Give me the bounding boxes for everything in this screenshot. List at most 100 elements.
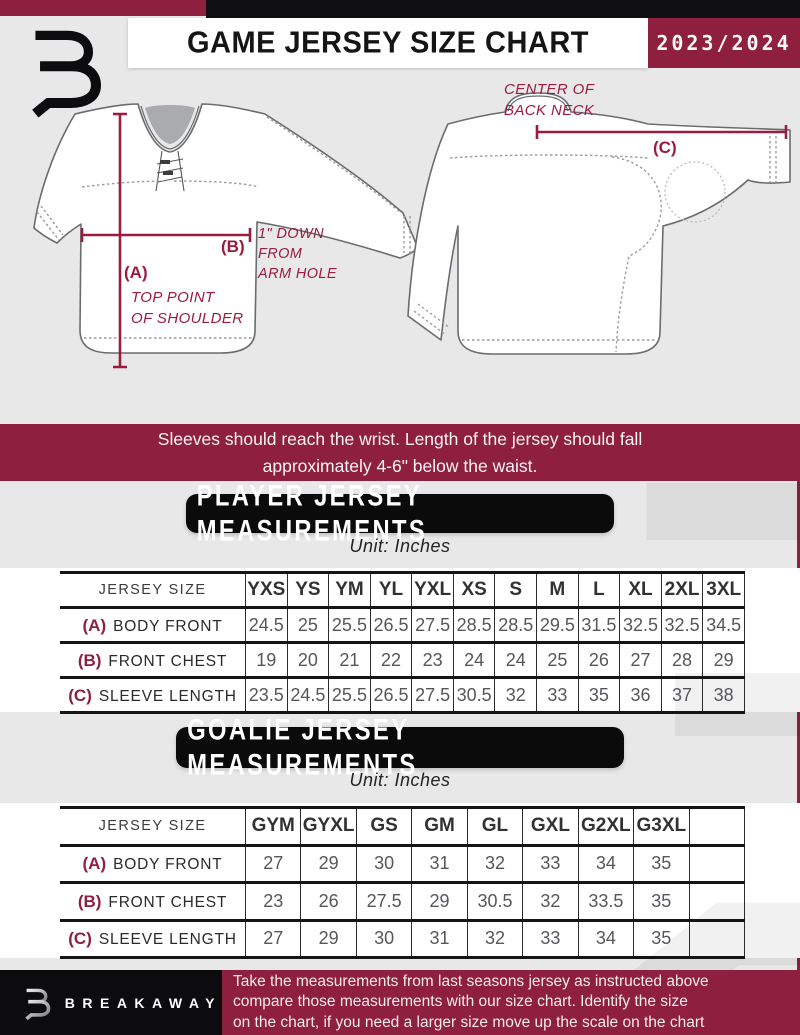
row-name: BODY FRONT [113,856,223,874]
player-size-table: JERSEY SIZE YXS YS YM YL YXL XS S M L XL 2XL 3XL (A) B… [60,571,745,714]
value-cell: 31 [411,845,468,883]
top-black-bar [206,0,800,18]
value-cell: 36 [619,677,662,713]
value-cell: 32 [522,882,579,920]
season-badge: 2023/2024 [648,18,800,68]
season-label: 2023/2024 [656,31,792,55]
value-cell: 25.5 [328,677,371,713]
value-cell: 29 [411,882,468,920]
row-key: (B) [77,891,102,911]
goalie-size-table: JERSEY SIZE GYM GYXL GS GM GL GXL G2XL G3XL (A) BO… [60,806,745,959]
value-cell [688,920,745,958]
value-cell: 28.5 [494,607,537,643]
top-maroon-bar [0,0,206,16]
value-cell: 27 [244,920,301,958]
size-header [688,807,745,845]
size-header: GL [466,807,523,845]
value-cell: 33 [522,845,579,883]
row-label: (B) FRONT CHEST [60,883,246,921]
size-header: S [494,572,537,608]
value-cell: 25 [286,607,329,643]
size-header: M [536,572,579,608]
row-key: (A) [82,615,107,635]
size-header: GM [411,807,468,845]
row-key: (C) [68,929,92,949]
row-label: (A) BODY FRONT [60,608,246,643]
value-cell [688,845,745,883]
value-cell: 27.5 [411,677,454,713]
value-cell: 19 [245,642,288,678]
measure-label-b: (B) [221,237,245,256]
measure-label-a: (A) [124,263,148,282]
table-row: (C) SLEEVE LENGTH 23.5 24.5 25.5 26.5 27.5 30.5… [60,677,745,713]
player-unit-label: Unit: Inches [349,536,451,556]
value-cell: 34 [577,845,634,883]
size-header: XS [452,572,495,608]
row-label: (B) FRONT CHEST [60,643,246,678]
measurement-lines [80,112,788,369]
value-cell: 32.5 [660,607,703,643]
measure-desc-a: TOP POINT OF SHOULDER [131,289,244,327]
value-cell: 22 [369,642,412,678]
row-key: (A) [82,854,107,874]
value-cell: 24.5 [245,607,288,643]
value-cell: 33.5 [577,882,634,920]
size-header: XL [619,572,662,608]
size-header: G3XL [633,807,689,845]
breakaway-logo-icon [32,30,101,118]
value-cell: 31 [411,920,468,958]
footer-brand-name: BREAKAWAY [64,994,222,1011]
size-header: YL [369,572,412,608]
value-cell: 24 [452,642,495,678]
value-cell: 34 [577,920,634,958]
row-key: (C) [68,685,92,705]
value-cell: 21 [328,642,371,678]
value-cell: 26.5 [369,607,412,643]
footer-breakaway-logo-icon [25,988,51,1020]
back-jersey-outline [407,92,791,355]
size-header: 3XL [702,572,745,608]
footer-brand-area: BREAKAWAY [0,970,222,1035]
page-title-box: GAME JERSEY SIZE CHART [128,18,648,68]
value-cell: 29.5 [536,607,579,643]
size-header: YXS [245,572,288,608]
measure-label-c: (C) [653,138,677,157]
value-cell: 26 [577,642,620,678]
size-header: YS [286,572,329,608]
value-cell: 28.5 [452,607,495,643]
row-name: SLEEVE LENGTH [98,931,237,949]
table-row: (A) BODY FRONT 24.5 25 25.5 26.5 27.5 28.5 28.5 2… [60,607,745,643]
size-header: L [577,572,620,608]
value-cell: 30.5 [466,882,523,920]
value-cell: 27.5 [411,607,454,643]
elbow-patch-seam [664,161,726,223]
goalie-section-title-pill: GOALIE JERSEY MEASUREMENTS [176,713,624,781]
value-cell: 32 [466,845,523,883]
value-cell: 31.5 [577,607,620,643]
value-cell: 28 [660,642,703,678]
measure-desc-c: CENTER OF BACK NECK [504,81,595,119]
row-key: (B) [77,650,102,670]
table-row: (A) BODY FRONT 27 29 30 31 32 33 34 35 [60,845,745,883]
value-cell: 29 [300,920,357,958]
row-label: (A) BODY FRONT [60,845,246,883]
value-cell: 35 [633,920,689,958]
value-cell: 29 [300,845,357,883]
size-header: YXL [411,572,454,608]
value-cell: 30.5 [452,677,495,713]
measure-desc-b: 1" DOWN FROM ARM HOLE [258,226,337,282]
value-cell: 25.5 [328,607,371,643]
size-header: 2XL [660,572,703,608]
value-cell: 35 [577,677,620,713]
value-cell: 35 [633,845,689,883]
value-cell: 38 [702,677,745,713]
size-header: GYXL [300,807,357,845]
row-name: SLEEVE LENGTH [98,687,237,705]
value-cell: 27.5 [355,882,412,920]
goalie-section-title: GOALIE JERSEY MEASUREMENTS [187,712,418,782]
value-cell: 32 [466,920,523,958]
size-header: GXL [522,807,579,845]
table-row: (B) FRONT CHEST 19 20 21 22 23 24 24 25 26 27 28 29 [60,642,745,678]
value-cell: 27 [619,642,662,678]
